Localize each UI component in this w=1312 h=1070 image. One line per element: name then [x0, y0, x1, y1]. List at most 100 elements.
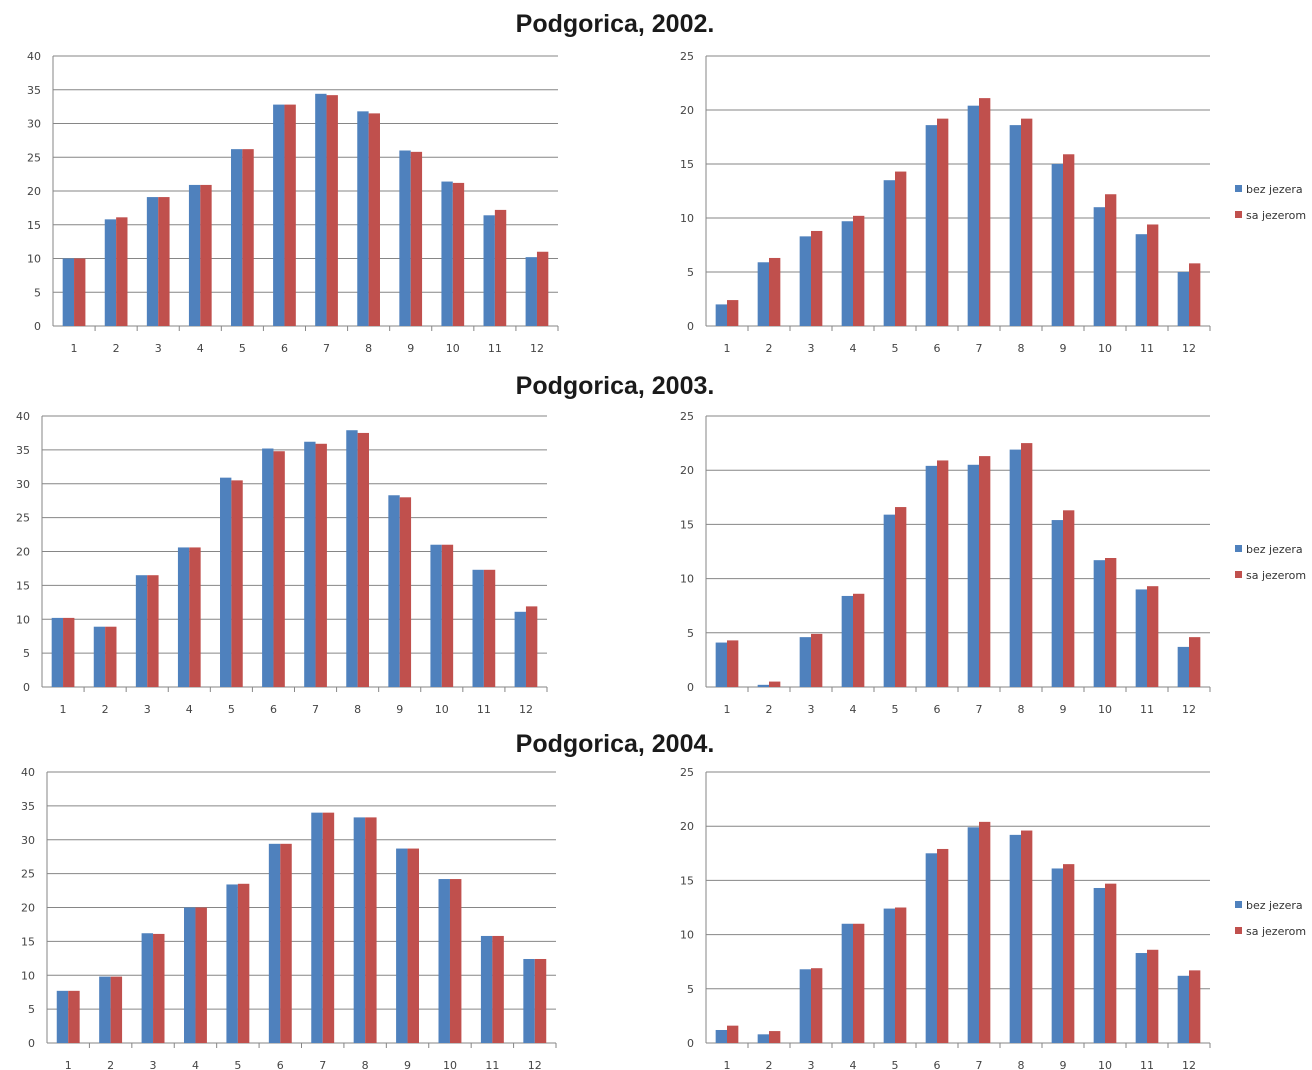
y-tick-label: 40: [21, 766, 35, 779]
x-tick-label: 9: [1060, 703, 1067, 716]
x-tick-label: 2: [113, 342, 120, 355]
chart-title-2003: Podgorica, 2003.: [515, 372, 715, 400]
bar-sa-jezerom: [74, 258, 86, 326]
y-tick-label: 35: [16, 444, 30, 457]
bar-bez-jezera: [799, 637, 811, 687]
x-tick-label: 5: [892, 703, 899, 716]
bar-bez-jezera: [967, 464, 979, 687]
y-tick-label: 20: [27, 185, 41, 198]
bar-sa-jezerom: [365, 817, 377, 1043]
x-tick-label: 3: [155, 342, 162, 355]
y-tick-label: 15: [680, 158, 694, 171]
bar-sa-jezerom: [727, 1025, 739, 1043]
x-tick-label: 6: [934, 703, 941, 716]
bar-bez-jezera: [715, 642, 727, 687]
x-tick-label: 2: [102, 703, 109, 716]
x-tick-label: 4: [850, 1059, 857, 1070]
x-tick-label: 9: [407, 342, 414, 355]
y-tick-label: 20: [680, 104, 694, 117]
legend-label: sa jezerom: [1246, 925, 1306, 938]
x-tick-label: 6: [277, 1059, 284, 1070]
y-tick-label: 25: [27, 151, 41, 164]
bar-sa-jezerom: [1147, 949, 1159, 1043]
bar-sa-jezerom: [1063, 510, 1075, 687]
x-tick-label: 7: [976, 703, 983, 716]
y-tick-label: 0: [28, 1037, 35, 1050]
bar-sa-jezerom: [284, 104, 296, 326]
x-tick-label: 10: [1098, 703, 1112, 716]
bar-sa-jezerom: [853, 593, 865, 687]
x-tick-label: 2: [766, 1059, 773, 1070]
x-tick-label: 1: [724, 342, 731, 355]
legend-label: bez jezera: [1246, 183, 1303, 196]
bar-sa-jezerom: [158, 197, 170, 326]
y-tick-label: 30: [16, 478, 30, 491]
x-tick-label: 8: [362, 1059, 369, 1070]
y-tick-label: 25: [21, 868, 35, 881]
x-tick-label: 1: [60, 703, 67, 716]
y-tick-label: 10: [21, 969, 35, 982]
legend-swatch: [1235, 571, 1242, 578]
bar-sa-jezerom: [63, 617, 75, 687]
x-tick-label: 1: [724, 703, 731, 716]
y-tick-label: 20: [680, 820, 694, 833]
bar-sa-jezerom: [727, 640, 739, 687]
x-tick-label: 10: [443, 1059, 457, 1070]
y-tick-label: 5: [28, 1003, 35, 1016]
bar-bez-jezera: [1051, 868, 1063, 1043]
bar-sa-jezerom: [853, 923, 865, 1043]
bar-sa-jezerom: [189, 547, 201, 687]
y-tick-label: 0: [687, 320, 694, 333]
bar-bez-jezera: [967, 827, 979, 1043]
x-tick-label: 6: [934, 1059, 941, 1070]
y-tick-label: 10: [680, 573, 694, 586]
x-tick-label: 5: [892, 342, 899, 355]
bar-bez-jezera: [841, 923, 853, 1043]
x-tick-label: 10: [1098, 342, 1112, 355]
bar-bez-jezera: [273, 104, 285, 326]
y-tick-label: 15: [27, 219, 41, 232]
bar-bez-jezera: [757, 684, 769, 687]
bar-sa-jezerom: [273, 451, 285, 687]
y-tick-label: 5: [687, 266, 694, 279]
y-tick-label: 10: [16, 613, 30, 626]
bar-bez-jezera: [311, 812, 323, 1043]
bar-bez-jezera: [1009, 834, 1021, 1043]
bar-bez-jezera: [1177, 975, 1189, 1043]
legend-label: bez jezera: [1246, 899, 1303, 912]
x-tick-label: 10: [1098, 1059, 1112, 1070]
x-tick-label: 10: [446, 342, 460, 355]
bar-bez-jezera: [1177, 646, 1189, 687]
y-tick-label: 15: [16, 579, 30, 592]
legend-label: sa jezerom: [1246, 569, 1306, 582]
y-tick-label: 40: [16, 410, 30, 423]
x-tick-label: 6: [270, 703, 277, 716]
bar-sa-jezerom: [536, 251, 549, 326]
x-tick-label: 7: [976, 342, 983, 355]
bar-sa-jezerom: [483, 569, 496, 687]
bar-sa-jezerom: [769, 1031, 781, 1043]
y-tick-label: 15: [21, 935, 35, 948]
y-tick-label: 0: [23, 681, 30, 694]
bar-bez-jezera: [757, 1034, 769, 1043]
bar-sa-jezerom: [153, 933, 165, 1043]
bar-bez-jezera: [1135, 953, 1147, 1043]
bar-bez-jezera: [430, 544, 442, 687]
bar-sa-jezerom: [769, 681, 781, 687]
bar-bez-jezera: [757, 262, 769, 326]
bar-sa-jezerom: [200, 184, 212, 326]
bar-bez-jezera: [231, 149, 243, 326]
y-tick-label: 0: [687, 1037, 694, 1050]
bar-sa-jezerom: [811, 633, 823, 687]
bar-bez-jezera: [226, 884, 238, 1043]
y-tick-label: 0: [687, 681, 694, 694]
x-tick-label: 1: [71, 342, 78, 355]
bar-sa-jezerom: [895, 507, 907, 687]
x-tick-label: 8: [354, 703, 361, 716]
bar-sa-jezerom: [326, 95, 338, 327]
bar-sa-jezerom: [979, 821, 991, 1043]
x-tick-label: 4: [850, 342, 857, 355]
